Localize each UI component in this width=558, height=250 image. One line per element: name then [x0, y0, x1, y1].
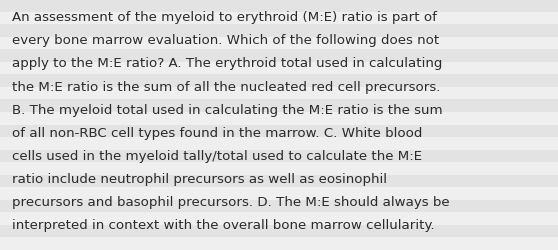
- Bar: [0, 88, 558, 100]
- Bar: [0, 12, 558, 25]
- Bar: [0, 238, 558, 250]
- Bar: [0, 162, 558, 175]
- Bar: [0, 100, 558, 112]
- Bar: [0, 112, 558, 125]
- Bar: [0, 138, 558, 150]
- Bar: [0, 50, 558, 62]
- Bar: [0, 200, 558, 212]
- Text: the M:E ratio is the sum of all the nucleated red cell precursors.: the M:E ratio is the sum of all the nucl…: [12, 80, 441, 93]
- Bar: [0, 62, 558, 75]
- Bar: [0, 225, 558, 237]
- Text: B. The myeloid total used in calculating the M:E ratio is the sum: B. The myeloid total used in calculating…: [12, 103, 443, 116]
- Bar: [0, 125, 558, 138]
- Bar: [0, 25, 558, 38]
- Text: ratio include neutrophil precursors as well as eosinophil: ratio include neutrophil precursors as w…: [12, 172, 387, 185]
- Bar: [0, 188, 558, 200]
- Bar: [0, 0, 558, 12]
- Text: apply to the M:E ratio? A. The erythroid total used in calculating: apply to the M:E ratio? A. The erythroid…: [12, 57, 442, 70]
- Text: precursors and basophil precursors. D. The M:E should always be: precursors and basophil precursors. D. T…: [12, 195, 450, 208]
- Bar: [0, 175, 558, 188]
- Text: of all non-RBC cell types found in the marrow. C. White blood: of all non-RBC cell types found in the m…: [12, 126, 422, 139]
- Bar: [0, 38, 558, 50]
- Bar: [0, 212, 558, 225]
- Bar: [0, 75, 558, 88]
- Text: cells used in the myeloid tally/total used to calculate the M:E: cells used in the myeloid tally/total us…: [12, 149, 422, 162]
- Bar: [0, 150, 558, 162]
- Text: interpreted in context with the overall bone marrow cellularity.: interpreted in context with the overall …: [12, 218, 435, 231]
- Text: An assessment of the myeloid to erythroid (M:E) ratio is part of: An assessment of the myeloid to erythroi…: [12, 11, 437, 24]
- Text: every bone marrow evaluation. Which of the following does not: every bone marrow evaluation. Which of t…: [12, 34, 440, 47]
